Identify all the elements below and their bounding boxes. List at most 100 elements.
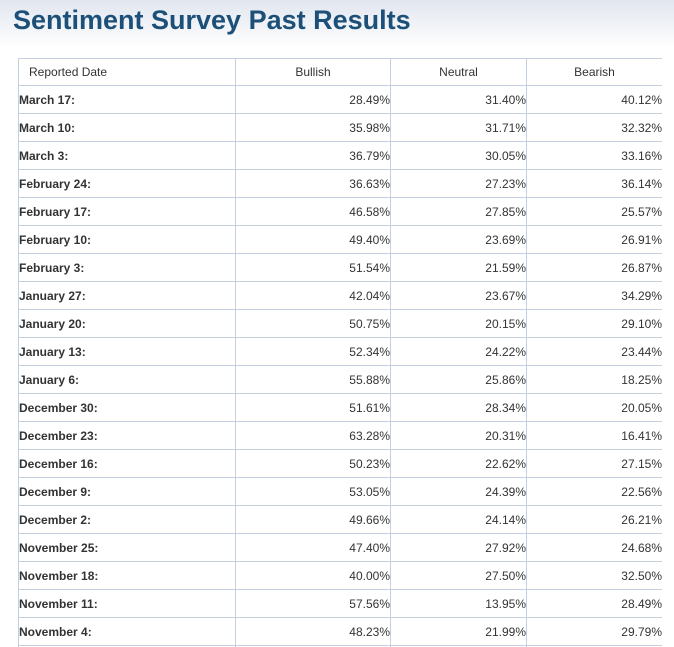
bearish-cell: 26.87%: [526, 253, 662, 282]
column-header-neutral: Neutral: [390, 58, 527, 86]
neutral-cell: 27.50%: [390, 561, 527, 590]
bullish-cell: 57.56%: [235, 589, 391, 618]
date-cell: February 24:: [18, 169, 236, 198]
date-cell: February 3:: [18, 253, 236, 282]
bullish-cell: 35.98%: [235, 113, 391, 142]
bullish-cell: 49.66%: [235, 505, 391, 534]
table-row: February 17: 46.58% 27.85% 25.57%: [18, 197, 662, 226]
table-row: December 16: 50.23% 22.62% 27.15%: [18, 449, 662, 478]
page-title: Sentiment Survey Past Results: [13, 5, 411, 35]
table-row: November 25: 47.40% 27.92% 24.68%: [18, 533, 662, 562]
bullish-cell: 49.40%: [235, 225, 391, 254]
empty-cell: [526, 645, 662, 647]
table-row: January 27: 42.04% 23.67% 34.29%: [18, 281, 662, 310]
date-cell: March 3:: [18, 141, 236, 170]
bearish-cell: 29.10%: [526, 309, 662, 338]
column-header-bearish: Bearish: [526, 58, 662, 86]
table-row: November 4: 48.23% 21.99% 29.79%: [18, 617, 662, 646]
table-row-clipped: [18, 645, 662, 647]
date-cell: November 18:: [18, 561, 236, 590]
table-row: December 9: 53.05% 24.39% 22.56%: [18, 477, 662, 506]
table-row: January 13: 52.34% 24.22% 23.44%: [18, 337, 662, 366]
neutral-cell: 20.15%: [390, 309, 527, 338]
date-cell: December 2:: [18, 505, 236, 534]
date-cell: January 6:: [18, 365, 236, 394]
bullish-cell: 40.00%: [235, 561, 391, 590]
bullish-cell: 50.23%: [235, 449, 391, 478]
neutral-cell: 22.62%: [390, 449, 527, 478]
column-header-bullish: Bullish: [235, 58, 391, 86]
neutral-cell: 21.59%: [390, 253, 527, 282]
bearish-cell: 36.14%: [526, 169, 662, 198]
bearish-cell: 34.29%: [526, 281, 662, 310]
table-row: March 10: 35.98% 31.71% 32.32%: [18, 113, 662, 142]
date-cell: February 10:: [18, 225, 236, 254]
date-cell: December 16:: [18, 449, 236, 478]
table-row: November 18: 40.00% 27.50% 32.50%: [18, 561, 662, 590]
neutral-cell: 25.86%: [390, 365, 527, 394]
bearish-cell: 33.16%: [526, 141, 662, 170]
date-cell: January 13:: [18, 337, 236, 366]
neutral-cell: 27.92%: [390, 533, 527, 562]
date-cell: December 23:: [18, 421, 236, 450]
bearish-cell: 28.49%: [526, 589, 662, 618]
bullish-cell: 48.23%: [235, 617, 391, 646]
neutral-cell: 24.14%: [390, 505, 527, 534]
date-cell: November 4:: [18, 617, 236, 646]
date-cell: March 17:: [18, 85, 236, 114]
neutral-cell: 21.99%: [390, 617, 527, 646]
date-cell: November 11:: [18, 589, 236, 618]
bearish-cell: 25.57%: [526, 197, 662, 226]
table-row: December 30: 51.61% 28.34% 20.05%: [18, 393, 662, 422]
column-header-reported-date: Reported Date: [18, 58, 236, 86]
bearish-cell: 24.68%: [526, 533, 662, 562]
neutral-cell: 24.39%: [390, 477, 527, 506]
table-row: January 6: 55.88% 25.86% 18.25%: [18, 365, 662, 394]
bearish-cell: 22.56%: [526, 477, 662, 506]
bearish-cell: 27.15%: [526, 449, 662, 478]
bullish-cell: 52.34%: [235, 337, 391, 366]
bullish-cell: 47.40%: [235, 533, 391, 562]
bullish-cell: 53.05%: [235, 477, 391, 506]
neutral-cell: 31.71%: [390, 113, 527, 142]
neutral-cell: 23.67%: [390, 281, 527, 310]
bullish-cell: 63.28%: [235, 421, 391, 450]
date-cell: December 30:: [18, 393, 236, 422]
bullish-cell: 51.61%: [235, 393, 391, 422]
neutral-cell: 28.34%: [390, 393, 527, 422]
neutral-cell: 23.69%: [390, 225, 527, 254]
bearish-cell: 20.05%: [526, 393, 662, 422]
bearish-cell: 18.25%: [526, 365, 662, 394]
bullish-cell: 36.63%: [235, 169, 391, 198]
table-row: November 11: 57.56% 13.95% 28.49%: [18, 589, 662, 618]
bearish-cell: 26.91%: [526, 225, 662, 254]
neutral-cell: 20.31%: [390, 421, 527, 450]
table-row: January 20: 50.75% 20.15% 29.10%: [18, 309, 662, 338]
bearish-cell: 32.32%: [526, 113, 662, 142]
neutral-cell: 31.40%: [390, 85, 527, 114]
bearish-cell: 16.41%: [526, 421, 662, 450]
neutral-cell: 13.95%: [390, 589, 527, 618]
neutral-cell: 27.23%: [390, 169, 527, 198]
date-cell: December 9:: [18, 477, 236, 506]
table-row: March 17: 28.49% 31.40% 40.12%: [18, 85, 662, 114]
bullish-cell: 36.79%: [235, 141, 391, 170]
top-gradient-band: [0, 0, 674, 48]
date-cell: March 10:: [18, 113, 236, 142]
neutral-cell: 30.05%: [390, 141, 527, 170]
date-cell: February 17:: [18, 197, 236, 226]
bullish-cell: 42.04%: [235, 281, 391, 310]
bearish-cell: 29.79%: [526, 617, 662, 646]
table-row: December 2: 49.66% 24.14% 26.21%: [18, 505, 662, 534]
sentiment-results-table: Reported Date Bullish Neutral Bearish Ma…: [18, 58, 662, 647]
neutral-cell: 27.85%: [390, 197, 527, 226]
table-body: March 17: 28.49% 31.40% 40.12% March 10: 35.9…: [18, 85, 662, 647]
table-row: December 23: 63.28% 20.31% 16.41%: [18, 421, 662, 450]
bullish-cell: 55.88%: [235, 365, 391, 394]
results-table-container: Reported Date Bullish Neutral Bearish Ma…: [18, 58, 662, 647]
date-cell: November 25:: [18, 533, 236, 562]
bullish-cell: 51.54%: [235, 253, 391, 282]
table-row: March 3: 36.79% 30.05% 33.16%: [18, 141, 662, 170]
table-row: February 24: 36.63% 27.23% 36.14%: [18, 169, 662, 198]
